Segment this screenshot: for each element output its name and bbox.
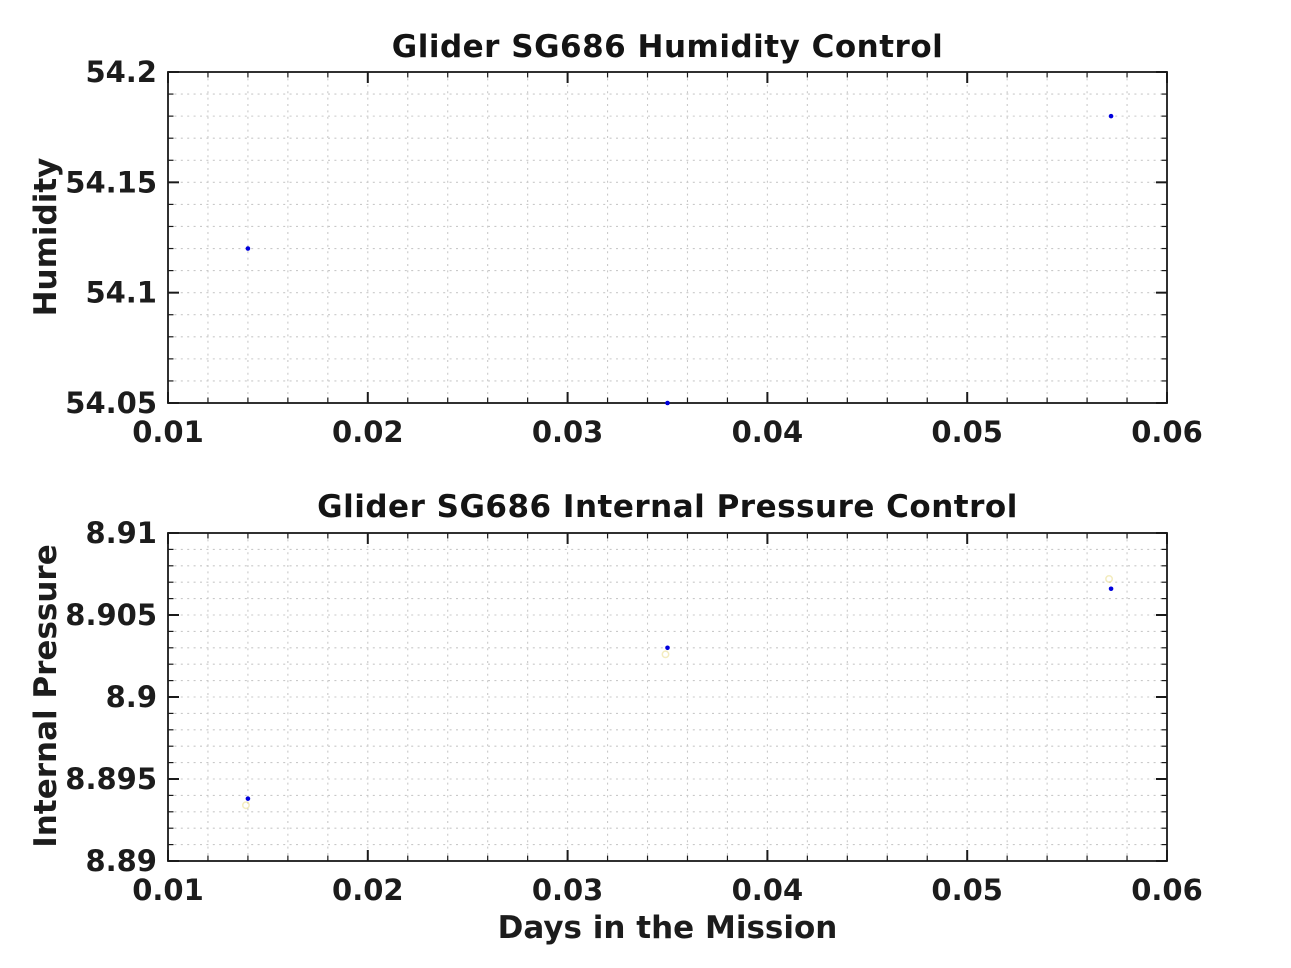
data-point [1105, 574, 1114, 583]
y-tick-label: 54.15 [65, 165, 157, 199]
y-tick-label: 8.9 [106, 680, 157, 714]
data-point [241, 801, 250, 810]
grid-lines [168, 72, 1167, 403]
chart-title-humidity: Glider SG686 Humidity Control [391, 29, 944, 65]
series-internal-pressure [245, 586, 1114, 801]
y-tick-labels: 8.89 8.895 8.9 8.905 8.91 [65, 516, 157, 878]
x-axis-label-days-in-mission: Days in the Mission [497, 910, 838, 946]
x-tick-label: 0.04 [732, 415, 804, 449]
x-tick-label: 0.05 [931, 415, 1003, 449]
x-tick-label: 0.05 [931, 873, 1003, 907]
tick-marks [167, 71, 1168, 404]
y-tick-label: 8.905 [65, 598, 157, 632]
data-point [665, 400, 670, 406]
data-point [661, 650, 670, 659]
x-tick-label: 0.06 [1131, 415, 1203, 449]
series-humidity [245, 113, 1114, 406]
y-axis-label-humidity: Humidity [28, 157, 64, 317]
axes-box [167, 71, 1168, 404]
data-point [1108, 586, 1114, 592]
data-point [245, 246, 251, 251]
data-point [1108, 113, 1114, 119]
x-tick-label: 0.01 [132, 873, 204, 907]
y-tick-label: 8.895 [65, 762, 157, 796]
data-point [245, 796, 251, 801]
chart-title-internal-pressure: Glider SG686 Internal Pressure Control [317, 489, 1018, 525]
y-tick-labels: 54.05 54.1 54.15 54.2 [65, 55, 157, 420]
x-tick-label: 0.02 [332, 415, 404, 449]
x-tick-label: 0.03 [532, 415, 604, 449]
series-faint-secondary-marker [241, 574, 1114, 810]
x-tick-labels: 0.01 0.02 0.03 0.04 0.05 0.06 [132, 415, 1203, 449]
y-tick-label: 54.2 [85, 55, 157, 89]
y-tick-label: 54.05 [65, 386, 157, 420]
tick-marks [167, 532, 1168, 862]
y-tick-label: 54.1 [85, 276, 157, 310]
y-tick-label: 8.91 [85, 516, 157, 550]
x-tick-label: 0.01 [132, 415, 204, 449]
x-tick-label: 0.02 [332, 873, 404, 907]
y-axis-label-internal-pressure: Internal Pressure [28, 544, 64, 848]
axes-box [167, 532, 1168, 862]
x-tick-label: 0.06 [1131, 873, 1203, 907]
x-tick-label: 0.04 [732, 873, 804, 907]
data-point [665, 645, 670, 651]
x-tick-labels: 0.01 0.02 0.03 0.04 0.05 0.06 [132, 873, 1203, 907]
x-tick-label: 0.03 [532, 873, 604, 907]
grid-lines [168, 533, 1167, 861]
y-tick-label: 8.89 [85, 844, 157, 878]
